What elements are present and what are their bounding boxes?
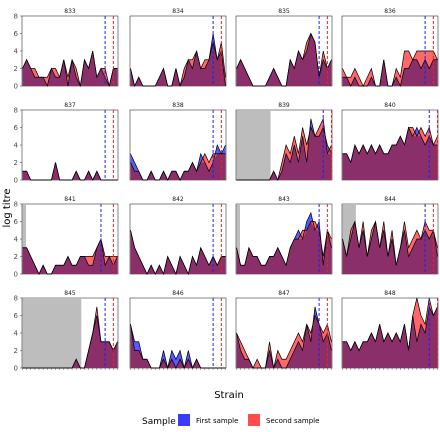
area-overlap [22, 239, 118, 274]
strip-label-843: 843 [278, 196, 290, 203]
legend-swatch-second-sample [248, 414, 260, 426]
line-second-sample [130, 152, 226, 181]
line-second-sample [130, 42, 226, 88]
strip-label-847: 847 [278, 290, 290, 297]
shaded-region [22, 204, 26, 274]
panel-846: 846 [129, 290, 227, 370]
y-tick-label: 2 [14, 253, 18, 261]
y-tick-label: 0 [14, 271, 18, 279]
panel-837: 837 0 2 4 6 8 [14, 102, 119, 185]
y-tick-label: 8 [14, 201, 18, 209]
y-tick-label: 6 [14, 312, 19, 320]
y-axis-title: log titre [2, 188, 13, 227]
panel-838: 838 [129, 102, 227, 181]
y-tick-label: 4 [14, 236, 19, 244]
y-tick-label: 8 [14, 295, 18, 303]
y-tick-label: 2 [14, 159, 18, 167]
shaded-region [236, 204, 240, 274]
panel-847: 847 [235, 290, 333, 370]
y-tick-label: 4 [14, 330, 19, 338]
line-second-sample [236, 314, 332, 369]
area-overlap [236, 221, 332, 274]
strip-label-840: 840 [384, 102, 396, 109]
strip-label-842: 842 [172, 196, 184, 203]
y-tick-label: 0 [14, 177, 18, 185]
panel-845: 845 0 2 4 6 8 [14, 290, 119, 373]
y-tick-label: 4 [14, 48, 19, 56]
shaded-region [236, 110, 271, 180]
area-overlap [130, 230, 226, 274]
strip-label-844: 844 [384, 196, 396, 203]
line-second-sample [236, 221, 332, 267]
area-overlap [342, 127, 438, 180]
line-second-sample [22, 306, 118, 369]
line-first-sample [22, 50, 118, 88]
y-tick-label: 8 [14, 107, 18, 115]
panel-839: 839 [235, 102, 333, 182]
y-tick-label: 0 [14, 83, 18, 91]
line-second-sample [22, 237, 118, 275]
line-second-sample [22, 162, 118, 181]
panel-841: 841 0 2 4 6 8 [14, 196, 119, 279]
y-tick-label: 4 [14, 142, 19, 150]
line-second-sample [342, 50, 438, 87]
legend-swatch-first-sample [178, 414, 190, 426]
line-second-sample [342, 126, 438, 164]
strip-label-845: 845 [64, 290, 76, 297]
area-overlap [236, 33, 332, 86]
line-second-sample [130, 230, 226, 276]
line-second-sample [236, 32, 332, 87]
y-tick-label: 2 [14, 347, 18, 355]
panel-843: 843 [235, 196, 333, 275]
strip-label-838: 838 [172, 102, 184, 109]
x-axis-title: Strain [214, 390, 244, 401]
y-tick-label: 6 [14, 218, 19, 226]
y-tick-label: 8 [14, 13, 18, 21]
strip-label-841: 841 [64, 196, 76, 203]
legend-label-first-sample: First sample [196, 417, 238, 425]
y-tick-label: 6 [14, 124, 19, 132]
legend-title: Sample [142, 417, 176, 427]
panel-834: 834 [129, 8, 227, 88]
panel-835: 835 [235, 8, 333, 87]
strip-label-835: 835 [278, 8, 290, 15]
legend: Sample First sample Second sample [142, 414, 319, 427]
strip-label-834: 834 [172, 8, 184, 15]
panel-844: 844 [341, 196, 439, 275]
area-overlap [22, 315, 118, 368]
area-overlap [342, 59, 438, 86]
y-tick-label: 2 [14, 65, 18, 73]
legend-label-second-sample: Second sample [266, 417, 319, 425]
strip-label-848: 848 [384, 290, 396, 297]
strip-label-836: 836 [384, 8, 396, 15]
line-second-sample [342, 297, 438, 352]
area-overlap [130, 153, 226, 180]
line-second-sample [130, 324, 226, 369]
panel-842: 842 [129, 196, 227, 276]
y-tick-label: 0 [14, 365, 18, 373]
area-overlap [130, 324, 226, 368]
strip-label-839: 839 [278, 102, 290, 109]
strip-label-833: 833 [64, 8, 76, 15]
panel-840: 840 [341, 102, 439, 181]
line-second-sample [236, 117, 332, 182]
panel-848: 848 [341, 290, 439, 370]
area-overlap [130, 42, 226, 86]
line-second-sample [342, 220, 438, 266]
strip-label-837: 837 [64, 102, 76, 109]
panel-836: 836 [341, 8, 439, 88]
area-overlap [236, 127, 332, 180]
panel-frame [21, 109, 119, 181]
panel-833: 833 0 2 4 6 8 [14, 8, 119, 91]
strip-label-846: 846 [172, 290, 184, 297]
y-tick-label: 6 [14, 30, 19, 38]
line-second-sample [22, 50, 118, 87]
shaded-region [22, 298, 82, 368]
